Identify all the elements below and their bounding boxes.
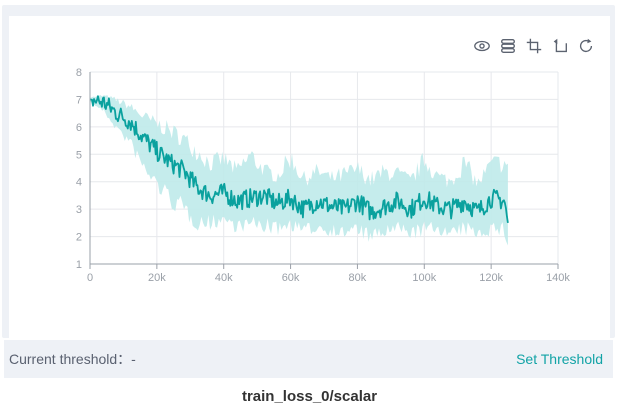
loss-chart: 1 2 3 4 5 6 7 8 0 20k 40k 60k 80k 100k 120k 140k bbox=[76, 67, 571, 284]
x-tick-label: 40k bbox=[215, 272, 233, 284]
y-tick-label: 7 bbox=[76, 94, 82, 106]
current-threshold-label: Current threshold：- bbox=[9, 351, 136, 367]
restore-icon[interactable] bbox=[550, 35, 570, 57]
chart-panel bbox=[9, 16, 610, 339]
x-tick-label: 60k bbox=[282, 272, 300, 284]
raw-series-band bbox=[90, 95, 508, 246]
smoothed-series bbox=[89, 95, 509, 224]
y-tick-label: 8 bbox=[76, 67, 82, 79]
chart-caption: train_loss_0/scalar bbox=[241, 388, 378, 405]
smoothed-series-line bbox=[89, 95, 509, 224]
chart-card bbox=[2, 5, 615, 339]
y-tick-label: 3 bbox=[76, 204, 82, 216]
y-tick-label: 6 bbox=[76, 122, 82, 134]
x-tick-label: 140k bbox=[546, 272, 570, 284]
eye-icon[interactable] bbox=[472, 35, 492, 57]
x-tick-label: 80k bbox=[349, 272, 367, 284]
x-tick-label: 0 bbox=[87, 272, 93, 284]
y-tick-label: 5 bbox=[76, 149, 82, 161]
x-tick-label: 20k bbox=[148, 272, 166, 284]
x-tick-label: 120k bbox=[479, 272, 503, 284]
crop-icon[interactable] bbox=[524, 35, 544, 57]
axes: 1 2 3 4 5 6 7 8 0 20k 40k 60k 80k 100k 120k 140k bbox=[76, 67, 571, 284]
y-tick-label: 4 bbox=[76, 177, 82, 189]
threshold-bar: Current threshold：- Set Threshold bbox=[4, 340, 613, 378]
set-threshold-button[interactable]: Set Threshold bbox=[516, 351, 603, 367]
y-tick-label: 2 bbox=[76, 232, 82, 244]
raw-series-area bbox=[90, 95, 508, 246]
chart-toolbar bbox=[472, 35, 596, 57]
y-tick-label: 1 bbox=[76, 259, 82, 271]
layers-icon[interactable] bbox=[498, 35, 518, 57]
refresh-icon[interactable] bbox=[576, 35, 596, 57]
x-tick-label: 100k bbox=[412, 272, 436, 284]
